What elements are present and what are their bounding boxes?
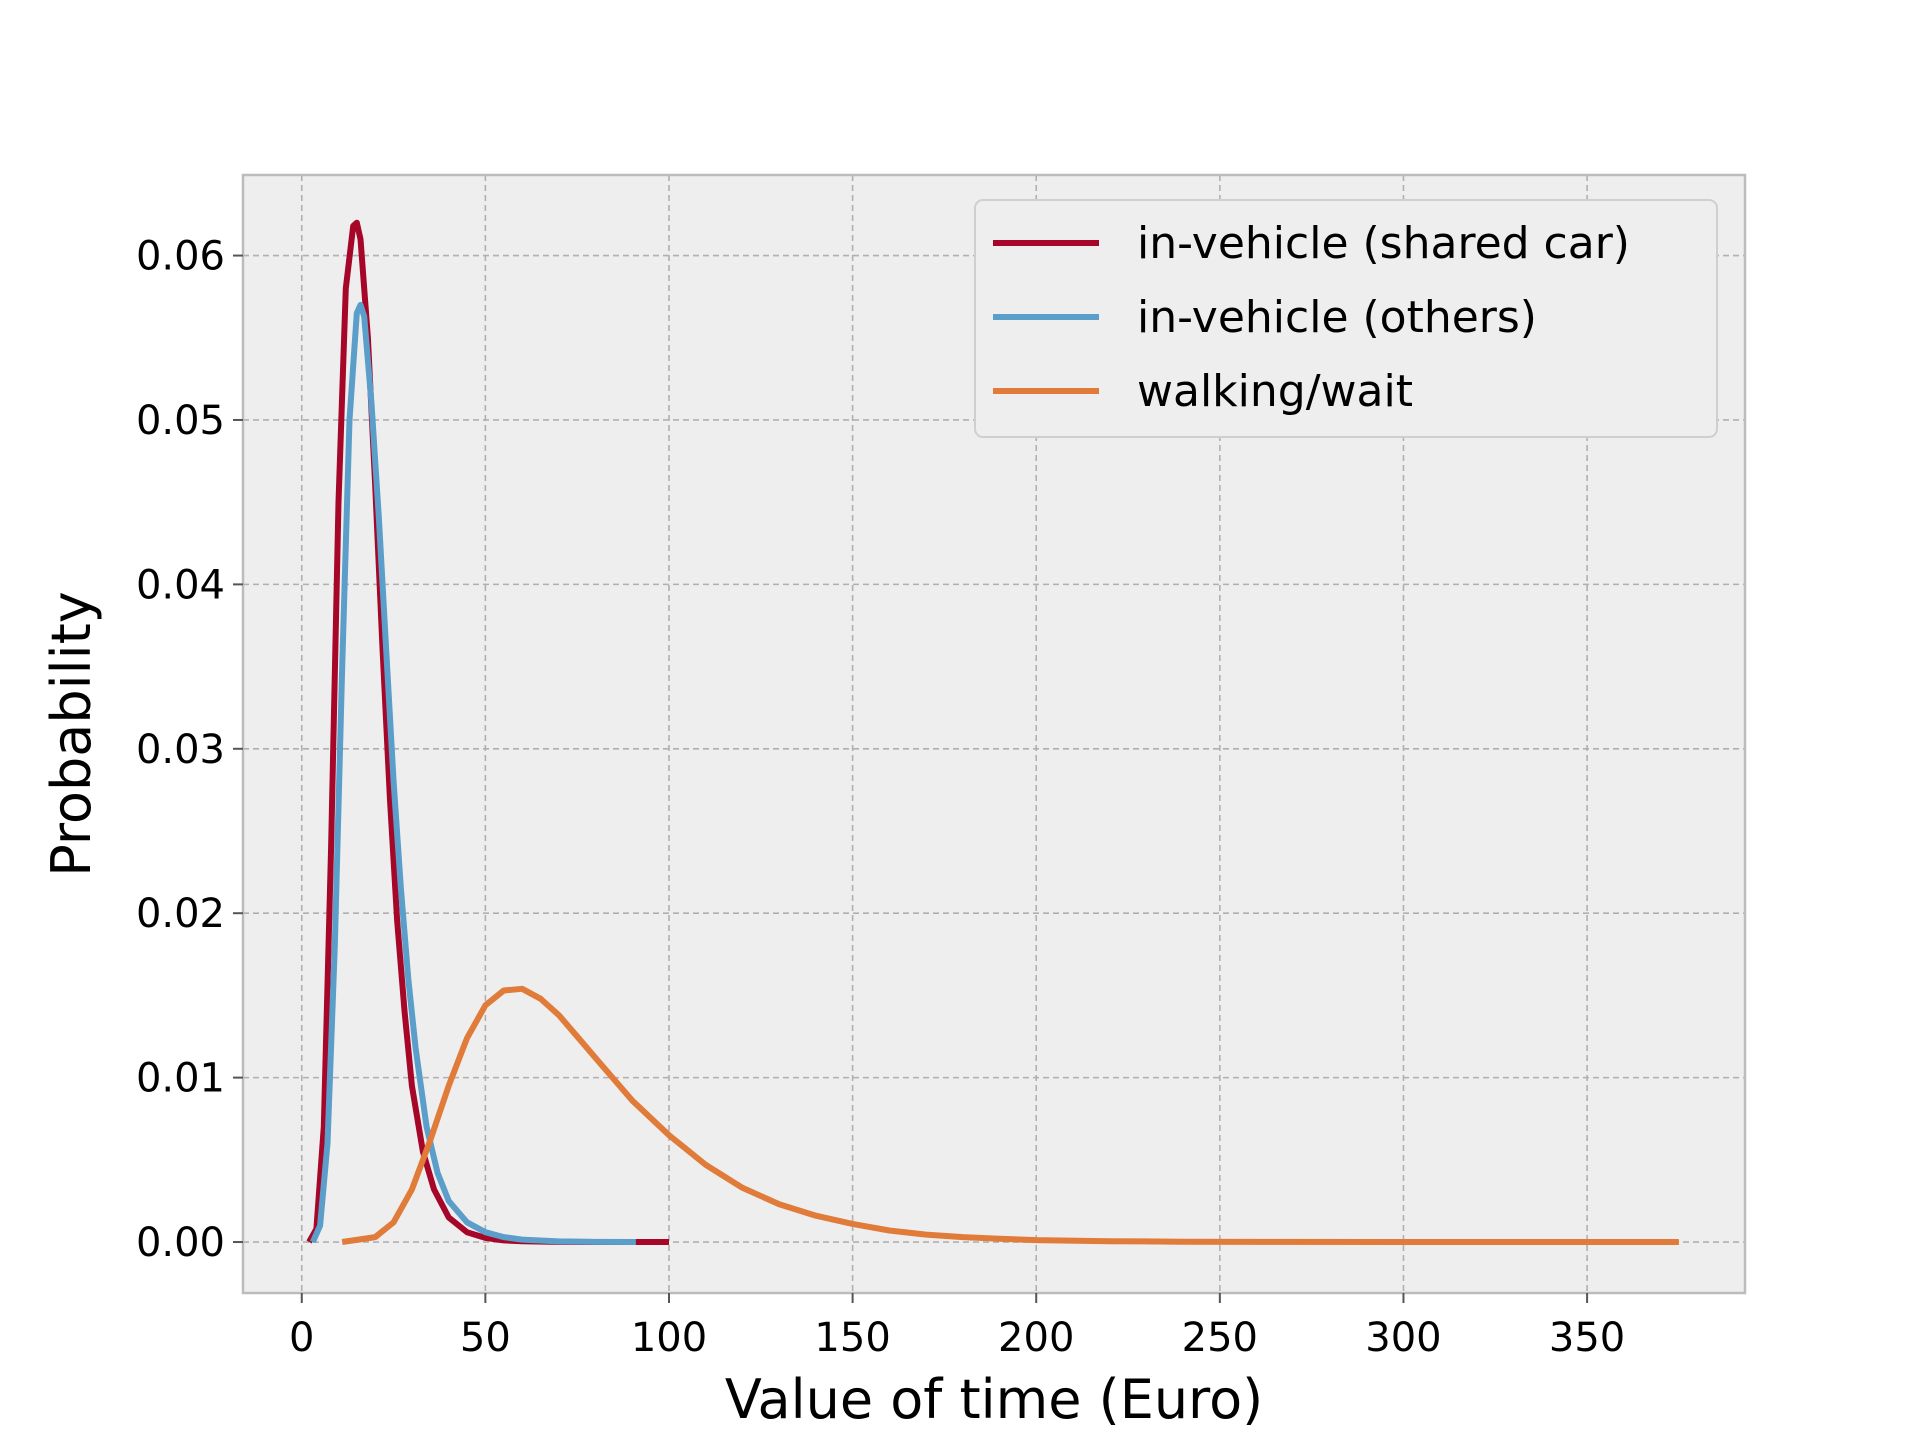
y-tick-label: 0.01 [136,1056,225,1102]
legend-label: in-vehicle (shared car) [1137,218,1630,269]
y-tick-label: 0.06 [136,234,225,280]
axis-ticks: 0 50 100 150 200 250 300 350 0.00 0.01 0.02 0.03 0.0… [136,234,1625,1361]
y-tick-label: 0.03 [136,727,225,773]
legend-label: walking/wait [1137,366,1413,417]
x-tick-label: 250 [1182,1315,1258,1361]
y-tick-label: 0.00 [136,1220,225,1266]
x-tick-label: 200 [998,1315,1074,1361]
legend-label: in-vehicle (others) [1137,292,1537,343]
series-lines [306,219,1679,1245]
x-tick-label: 150 [814,1315,890,1361]
legend-box [974,199,1718,438]
x-tick-label: 0 [289,1315,314,1361]
x-tick-label: 350 [1549,1315,1625,1361]
plot-frame [241,173,1747,1295]
y-tick-label: 0.02 [136,891,225,937]
y-tick-label: 0.04 [136,562,225,608]
y-axis-label: Probability [40,591,103,876]
legend: in-vehicle (shared car) in-vehicle (other… [974,199,1718,438]
series-line-3 [341,985,1679,1245]
series-line-2 [310,301,636,1245]
x-tick-label: 300 [1365,1315,1441,1361]
y-tick-label: 0.05 [136,398,225,444]
x-axis-label: Value of time (Euro) [725,1368,1263,1431]
x-tick-label: 100 [631,1315,707,1361]
x-tick-label: 50 [460,1315,511,1361]
